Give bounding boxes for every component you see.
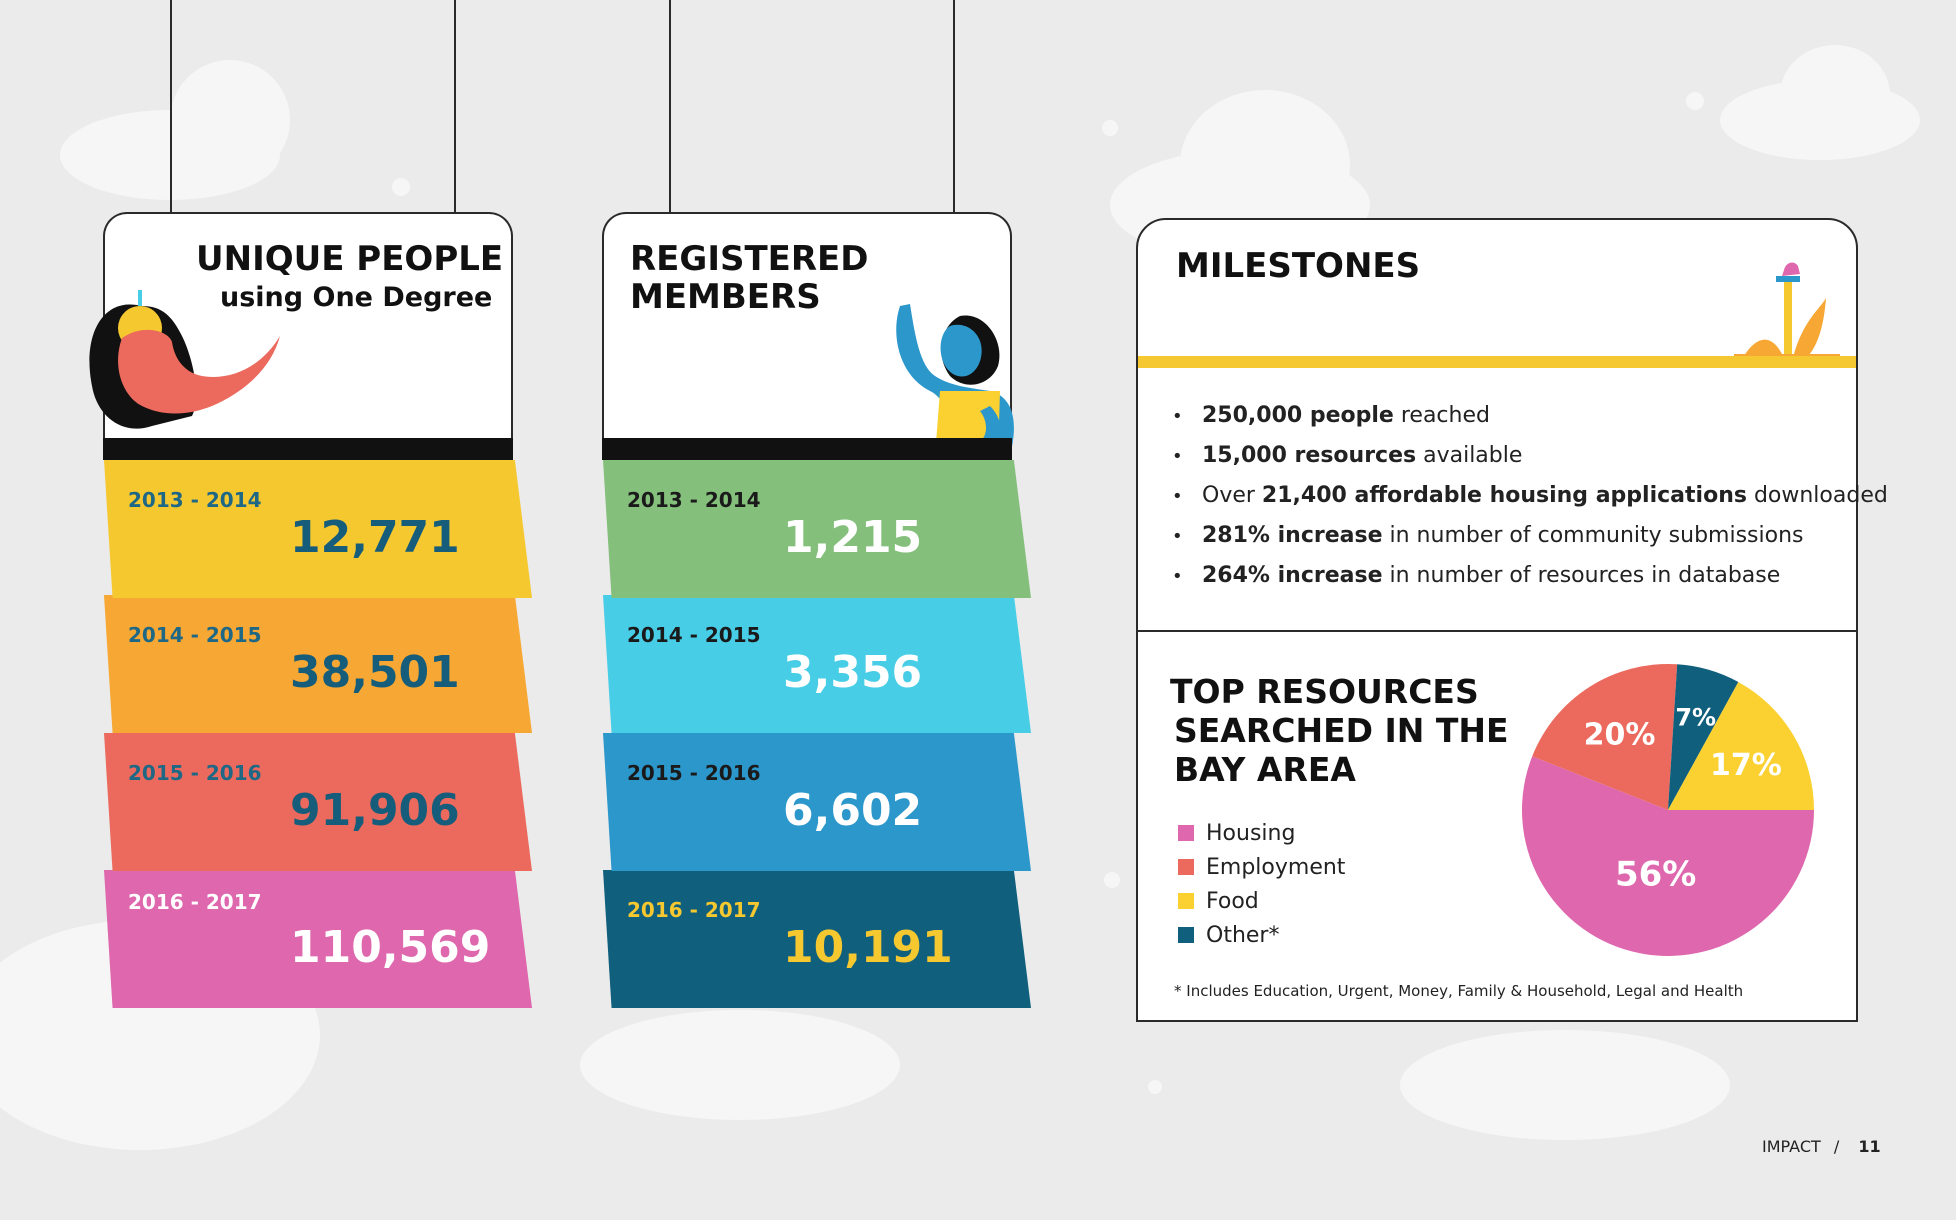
milestone-item: • 250,000 people reached [1172, 396, 1888, 436]
unique-people-title: UNIQUE PEOPLE [196, 239, 504, 279]
hanging-string [953, 0, 955, 214]
cloud-decoration [1180, 90, 1350, 240]
title-line: SEARCHED IN THE [1174, 711, 1509, 750]
count-value: 10,191 [783, 922, 953, 973]
dot-decoration [1102, 120, 1118, 136]
pie-data-label: 20% [1584, 718, 1656, 753]
count-value: 110,569 [290, 922, 491, 973]
hanging-string [669, 0, 671, 214]
members-strip: 2013 - 2014 1,215 [603, 460, 1031, 598]
title-line: REGISTERED [630, 239, 869, 279]
legend-swatch [1178, 859, 1194, 875]
milestone-item: • 15,000 resources available [1172, 436, 1888, 476]
unique-strip: 2015 - 2016 91,906 [104, 733, 532, 871]
footer-section: IMPACT [1762, 1137, 1821, 1156]
bullet-icon: • [1172, 486, 1183, 507]
legend-item: Other* [1178, 918, 1345, 952]
footnote: * Includes Education, Urgent, Money, Fam… [1174, 982, 1744, 1000]
page-footer: IMPACT / 11 [1762, 1137, 1881, 1156]
legend-label: Employment [1206, 854, 1346, 880]
legend-swatch [1178, 825, 1194, 841]
milestone-item: • 281% increase in number of community su… [1172, 516, 1888, 556]
unique-strip: 2014 - 2015 38,501 [104, 595, 532, 733]
sign-bar [602, 438, 1012, 460]
dot-decoration [1686, 92, 1704, 110]
legend-swatch [1178, 927, 1194, 943]
lighthouse-plant-icon [1734, 262, 1840, 358]
pie-slice-other [1668, 664, 1739, 810]
year-range-label: 2015 - 2016 [627, 761, 761, 785]
count-value: 38,501 [290, 647, 460, 698]
milestone-item: • Over 21,400 affordable housing applicat… [1172, 476, 1888, 516]
milestones-list: • 250,000 people reached • 15,000 resources… [1172, 396, 1888, 596]
year-range-label: 2016 - 2017 [627, 898, 761, 922]
milestone-highlight: 281% increase [1202, 523, 1383, 548]
dot-decoration [1104, 872, 1120, 888]
year-range-label: 2016 - 2017 [128, 890, 262, 914]
pie-data-label: 17% [1710, 748, 1782, 783]
count-value: 91,906 [290, 785, 460, 836]
milestones-title: MILESTONES [1176, 246, 1421, 286]
legend-label: Other* [1206, 922, 1280, 948]
legend-item: Housing [1178, 816, 1345, 850]
section-divider [1138, 630, 1856, 632]
bullet-icon: • [1172, 526, 1183, 547]
members-strip: 2016 - 2017 10,191 [603, 870, 1031, 1008]
milestone-highlight: 264% increase [1202, 563, 1383, 588]
cloud-decoration [1400, 1030, 1730, 1140]
sign-bar [103, 438, 513, 460]
top-resources-pie-chart: 56% 20% 7% 17% [1522, 664, 1814, 956]
person-illustration-icon [89, 290, 280, 429]
bullet-icon: • [1172, 446, 1183, 467]
milestones-underline [1138, 356, 1856, 368]
year-range-label: 2015 - 2016 [128, 761, 262, 785]
count-value: 1,215 [783, 512, 923, 563]
year-range-label: 2014 - 2015 [128, 623, 262, 647]
legend-item: Employment [1178, 850, 1345, 884]
dot-decoration [254, 1080, 272, 1098]
year-range-label: 2013 - 2014 [128, 488, 262, 512]
hanging-string [170, 0, 172, 214]
bullet-icon: • [1172, 566, 1183, 587]
legend-swatch [1178, 893, 1194, 909]
members-strip: 2014 - 2015 3,356 [603, 595, 1031, 733]
pie-data-label: 56% [1615, 855, 1696, 895]
milestones-card: MILESTONES • 250,000 people reached • 15,00… [1136, 218, 1888, 1022]
count-value: 3,356 [783, 647, 923, 698]
year-range-label: 2013 - 2014 [627, 488, 761, 512]
title-line: BAY AREA [1174, 750, 1356, 789]
milestone-highlight: 250,000 people [1202, 403, 1394, 428]
page-number: 11 [1858, 1137, 1881, 1156]
legend-label: Housing [1206, 820, 1296, 846]
title-line: MEMBERS [630, 277, 821, 317]
hanging-string [454, 0, 456, 214]
count-value: 6,602 [783, 785, 923, 836]
year-range-label: 2014 - 2015 [627, 623, 761, 647]
cloud-decoration [1780, 45, 1890, 145]
pie-slice-food [1668, 682, 1814, 810]
legend-item: Food [1178, 884, 1345, 918]
dot-decoration [1148, 1080, 1162, 1094]
members-strip: 2015 - 2016 6,602 [603, 733, 1031, 871]
title-line: TOP RESOURCES [1170, 672, 1479, 711]
legend-label: Food [1206, 888, 1259, 914]
bullet-icon: • [1172, 406, 1183, 427]
pie-slice-employment [1532, 664, 1678, 810]
pie-data-label: 7% [1675, 704, 1716, 732]
pie-slice-housing [1522, 756, 1814, 956]
unique-strip: 2013 - 2014 12,771 [104, 460, 532, 598]
cloud-decoration [170, 60, 290, 180]
footer-separator: / [1833, 1137, 1840, 1156]
dot-decoration [392, 178, 410, 196]
count-value: 12,771 [290, 512, 460, 563]
milestone-item: • 264% increase in number of resources in… [1172, 556, 1888, 596]
unique-people-subtitle: using One Degree [220, 282, 493, 313]
cloud-decoration [580, 1010, 900, 1120]
pie-legend: Housing Employment Food Other* [1178, 816, 1345, 952]
milestone-highlight: 21,400 affordable housing applications [1261, 483, 1747, 508]
registered-members-title: REGISTERED MEMBERS [630, 240, 869, 316]
milestone-highlight: 15,000 resources [1202, 443, 1417, 468]
top-resources-title: TOP RESOURCES SEARCHED IN THE BAY AREA [1170, 672, 1509, 789]
unique-strip: 2016 - 2017 110,569 [104, 870, 532, 1008]
